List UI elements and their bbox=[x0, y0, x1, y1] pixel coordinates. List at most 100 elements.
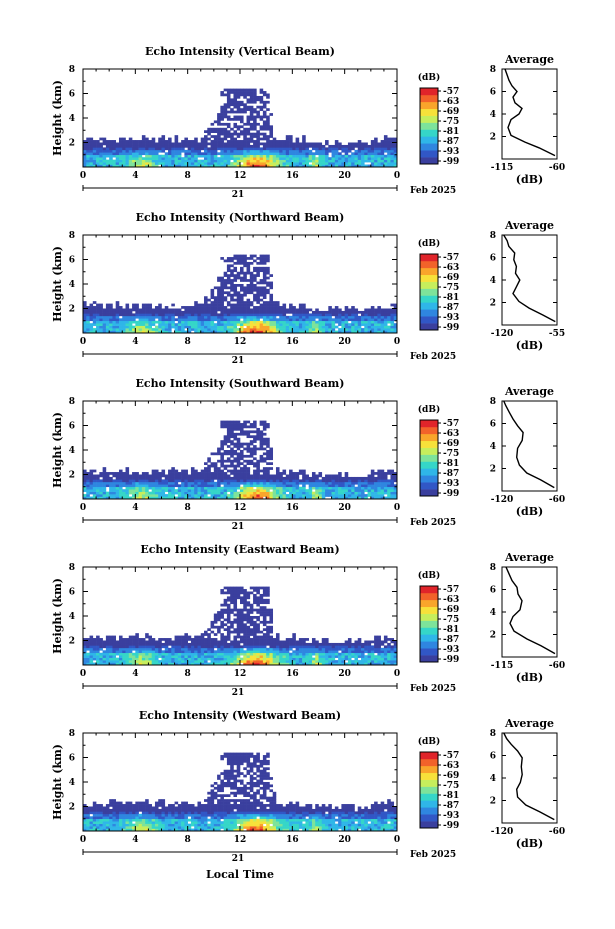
heatmap-cell bbox=[302, 147, 306, 151]
heatmap-cell bbox=[223, 484, 228, 488]
heatmap-cell bbox=[197, 149, 202, 153]
heatmap-cell bbox=[220, 464, 224, 468]
heatmap-cell bbox=[99, 660, 103, 663]
heatmap-cell bbox=[240, 479, 244, 483]
heatmap-cell bbox=[272, 310, 277, 314]
heatmap-cell bbox=[236, 132, 241, 136]
heatmap-cell bbox=[246, 288, 251, 292]
heatmap-cell bbox=[207, 132, 211, 136]
colorbar-segment bbox=[420, 489, 438, 497]
heatmap-cell bbox=[256, 430, 260, 434]
heatmap-cell bbox=[226, 91, 231, 94]
heatmap-cell bbox=[217, 662, 221, 666]
heatmap-cell bbox=[305, 320, 309, 324]
heatmap-cell bbox=[380, 494, 385, 497]
heatmap-cell bbox=[161, 144, 166, 148]
heatmap-cell bbox=[105, 655, 110, 658]
heatmap-cell bbox=[275, 164, 280, 168]
heatmap-cell bbox=[256, 591, 260, 595]
heatmap-cell bbox=[351, 484, 355, 488]
heatmap-cell bbox=[347, 486, 352, 490]
heatmap-cell bbox=[190, 318, 195, 322]
heatmap-cell bbox=[105, 323, 110, 326]
heatmap-cell bbox=[259, 286, 264, 290]
heatmap-cell bbox=[105, 164, 110, 168]
heatmap-cell bbox=[145, 157, 149, 160]
heatmap-cell bbox=[223, 310, 228, 314]
heatmap-cell bbox=[321, 313, 326, 317]
heatmap-cell bbox=[154, 494, 159, 497]
heatmap-cell bbox=[246, 130, 251, 133]
heatmap-cell bbox=[240, 288, 244, 292]
heatmap-cell bbox=[311, 147, 316, 151]
heatmap-cell bbox=[393, 315, 398, 319]
heatmap-cell bbox=[230, 425, 234, 429]
heatmap-cell bbox=[230, 315, 234, 319]
heatmap-cell bbox=[347, 491, 352, 495]
heatmap-cell bbox=[204, 491, 208, 495]
heatmap-cell bbox=[256, 320, 260, 324]
heatmap-cell bbox=[220, 298, 224, 302]
heatmap-cell bbox=[259, 279, 264, 282]
heatmap-cell bbox=[217, 447, 221, 451]
heatmap-cell bbox=[380, 496, 385, 500]
heatmap-cell bbox=[269, 159, 274, 163]
heatmap-cell bbox=[249, 313, 254, 317]
heatmap-cell bbox=[96, 159, 100, 163]
heatmap-cell bbox=[217, 301, 221, 304]
heatmap-cell bbox=[223, 494, 228, 497]
heatmap-cell bbox=[164, 481, 169, 485]
colorbar-segment bbox=[420, 94, 438, 103]
heatmap-cell bbox=[230, 645, 234, 649]
heatmap-cell bbox=[177, 486, 182, 490]
heatmap-cell bbox=[138, 328, 143, 331]
heatmap-cell bbox=[105, 662, 110, 666]
heatmap-cell bbox=[207, 310, 211, 314]
heatmap-cell bbox=[374, 323, 378, 326]
heatmap-cell bbox=[269, 328, 274, 331]
heatmap-cell bbox=[262, 266, 267, 270]
heatmap-cell bbox=[233, 279, 238, 282]
heatmap-cell bbox=[204, 484, 208, 488]
heatmap-cell bbox=[292, 489, 296, 492]
heatmap-cell bbox=[226, 635, 231, 639]
heatmap-cell bbox=[190, 159, 195, 163]
heatmap-cell bbox=[233, 660, 238, 663]
heatmap-cell bbox=[269, 164, 274, 168]
heatmap-cell bbox=[367, 476, 372, 480]
heatmap-cell bbox=[135, 650, 139, 654]
heatmap-cell bbox=[331, 496, 336, 500]
heatmap-cell bbox=[253, 162, 257, 165]
heatmap-cell bbox=[112, 657, 117, 661]
heatmap-cell bbox=[226, 481, 231, 485]
heatmap-cell bbox=[262, 325, 267, 329]
y-tick-label: 8 bbox=[69, 65, 75, 75]
heatmap-cell bbox=[341, 325, 345, 329]
heatmap-cell bbox=[115, 476, 120, 480]
heatmap-cell bbox=[370, 486, 375, 490]
heatmap-cell bbox=[230, 318, 234, 322]
heatmap-cell bbox=[184, 662, 188, 666]
colorbar-segment bbox=[420, 426, 438, 435]
heatmap-cell bbox=[259, 489, 264, 492]
heatmap-cell bbox=[105, 147, 110, 151]
heatmap-cell bbox=[298, 313, 303, 317]
heatmap-cell bbox=[253, 108, 257, 111]
heatmap-cell bbox=[256, 274, 260, 277]
heatmap-cell bbox=[338, 164, 342, 168]
heatmap-cell bbox=[233, 489, 238, 492]
heatmap-cell bbox=[145, 494, 149, 497]
heatmap-cell bbox=[125, 159, 130, 163]
heatmap-cell bbox=[102, 481, 107, 485]
heatmap-cell bbox=[256, 662, 260, 666]
heatmap-cell bbox=[194, 330, 198, 334]
heatmap-cell bbox=[393, 313, 398, 317]
heatmap-cell bbox=[233, 257, 238, 260]
heatmap-cell bbox=[246, 647, 251, 651]
heatmap-cell bbox=[99, 484, 103, 488]
heatmap-cell bbox=[154, 645, 159, 649]
heatmap-cell bbox=[282, 481, 287, 485]
heatmap-cell bbox=[223, 274, 228, 277]
heatmap-cell bbox=[259, 660, 264, 663]
heatmap-cell bbox=[158, 308, 162, 312]
